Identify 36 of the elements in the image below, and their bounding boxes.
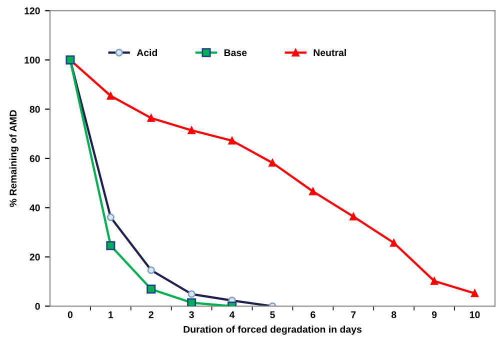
point (268, 159, 276, 167)
x-tick-label: 6 (310, 311, 316, 318)
legend-label: Base (224, 49, 247, 56)
x-tick-label: 2 (148, 311, 154, 318)
point (350, 212, 358, 220)
x-tick-label: 3 (189, 311, 194, 318)
y-tick-label: 100 (24, 56, 40, 64)
x-tick-label: 9 (432, 311, 437, 318)
y-tick-label: 40 (30, 204, 40, 212)
y-tick-label: 60 (30, 155, 40, 162)
x-tick-label: 8 (391, 311, 396, 318)
legend-label: Acid (136, 48, 158, 56)
x-tick-label: 7 (351, 311, 356, 318)
x-tick-label: 0 (68, 311, 73, 318)
point (106, 241, 116, 250)
point (309, 188, 317, 196)
point (430, 277, 438, 285)
y-tick-label: 80 (30, 106, 40, 113)
point (187, 298, 196, 306)
x-tick-label: 4 (229, 311, 235, 318)
point (470, 290, 479, 298)
point (390, 239, 398, 247)
y-tick-label: 0 (35, 302, 40, 310)
point (146, 284, 156, 294)
y-tick-label: 20 (30, 254, 40, 261)
x-tick-label: 1 (108, 311, 114, 318)
x-tick-label: 5 (270, 311, 275, 318)
legend-label: Neutral (314, 48, 346, 56)
x-axis-title: Duration of forced degradation in days (184, 326, 362, 335)
y-tick-label: 120 (24, 7, 40, 14)
point (147, 114, 155, 122)
point (228, 136, 236, 145)
y-axis-title: % Remaining of AMD (9, 110, 19, 207)
point (106, 92, 114, 100)
point (188, 126, 196, 134)
x-tick-label: 10 (470, 311, 480, 318)
